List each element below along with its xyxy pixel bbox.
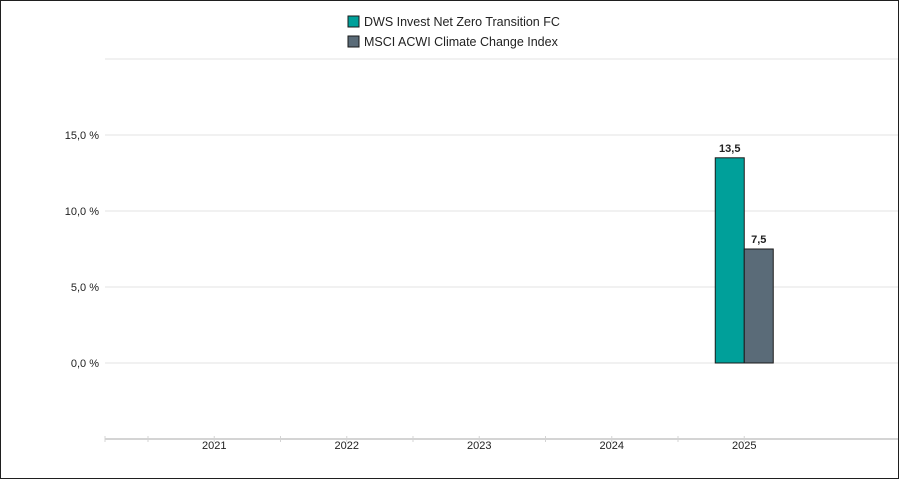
y-tick-label: 0,0 % xyxy=(71,358,99,370)
x-tick-label: 2021 xyxy=(202,440,226,452)
gridlines xyxy=(105,58,898,364)
x-tick-label: 2023 xyxy=(467,440,491,452)
data-label: 7,5 xyxy=(751,234,766,246)
y-tick-label: 15,0 % xyxy=(65,130,99,142)
x-axis: 2021 2022 2023 2024 2025 xyxy=(104,436,898,452)
legend-swatch xyxy=(347,15,360,28)
data-label: 13,5 xyxy=(719,143,740,155)
bar xyxy=(714,157,745,364)
legend-label: MSCI ACWI Climate Change Index xyxy=(364,35,559,49)
x-tick-label: 2024 xyxy=(600,440,624,452)
bars xyxy=(714,157,774,364)
bar xyxy=(743,248,774,364)
legend-label: DWS Invest Net Zero Transition FC xyxy=(364,15,560,29)
x-tick-label: 2025 xyxy=(732,440,756,452)
x-tick-label: 2022 xyxy=(335,440,359,452)
data-labels: 13,5 7,5 xyxy=(719,143,766,246)
y-tick-label: 5,0 % xyxy=(71,282,99,294)
y-tick-label: 10,0 % xyxy=(65,206,99,218)
legend-swatch xyxy=(347,35,360,48)
y-axis-ticks: 0,0 % 5,0 % 10,0 % 15,0 % xyxy=(65,130,99,370)
legend: DWS Invest Net Zero Transition FC MSCI AC… xyxy=(347,15,560,49)
